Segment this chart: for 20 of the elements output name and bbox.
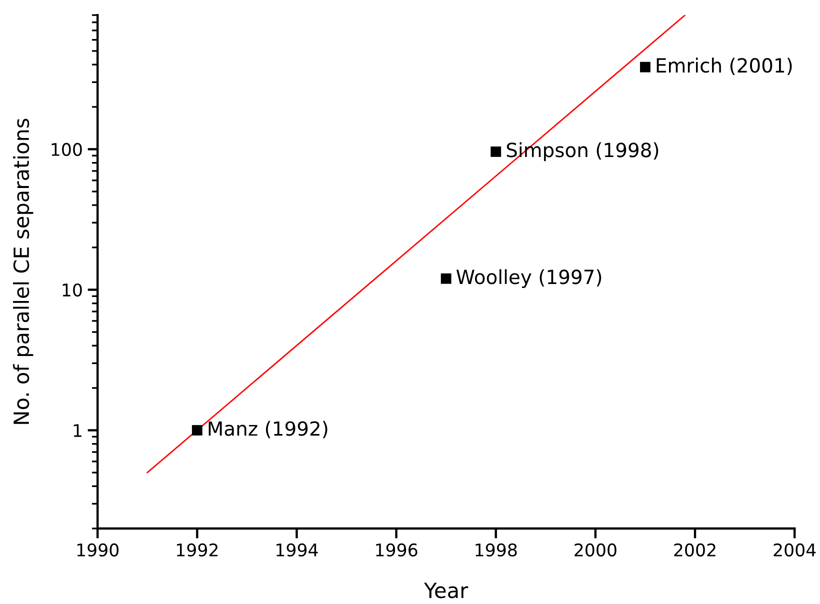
y-axis-title: No. of parallel CE separations	[13, 118, 34, 424]
x-tick-label: 2000	[574, 543, 616, 557]
annotation: Emrich (2001)	[656, 58, 792, 76]
x-tick-label: 1990	[77, 543, 119, 557]
x-tick-label: 1996	[376, 543, 418, 557]
x-tick-label: 1992	[176, 543, 218, 557]
x-axis-title: Year	[424, 582, 468, 598]
y-tick-label: 1	[74, 424, 82, 437]
point	[440, 273, 452, 284]
y-tick-label: 100	[52, 142, 82, 156]
annotation: Woolley (1997)	[456, 269, 602, 288]
x-tick-label: 1994	[276, 543, 318, 557]
annotation: Manz (1992)	[208, 420, 328, 438]
point	[640, 62, 650, 72]
x-tick-label: 2004	[774, 543, 816, 557]
x-tick-label: 1998	[476, 543, 517, 557]
y-tick-label: 10	[62, 283, 82, 297]
point	[192, 425, 202, 436]
point	[490, 146, 502, 157]
x-tick-label: 2002	[674, 543, 716, 557]
